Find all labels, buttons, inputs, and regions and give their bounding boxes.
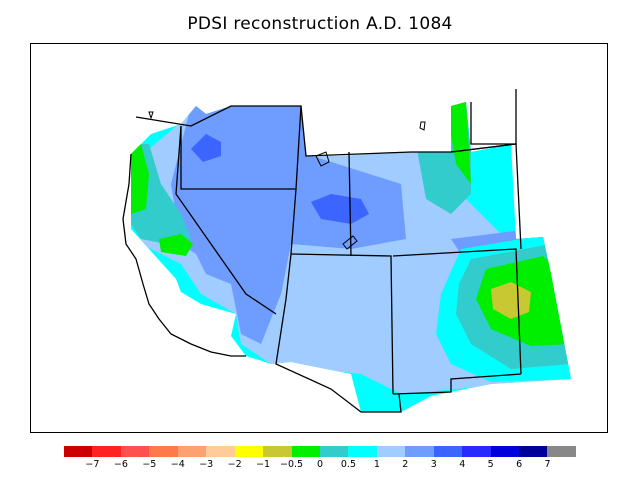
colorbar-swatch — [291, 446, 320, 457]
wyoming-box — [348, 151, 352, 257]
colorbar-swatch — [547, 446, 576, 457]
colorbar-tick-label: −5 — [142, 459, 157, 470]
field-cneg05-east — [491, 282, 531, 319]
colorbar-tick-label: −2 — [227, 459, 242, 470]
colorbar-tick-label: −6 — [113, 459, 128, 470]
colorbar-swatch — [92, 446, 121, 457]
colorbar-tick-label: −4 — [170, 459, 185, 470]
lake-north — [148, 111, 154, 120]
colorbar-swatch — [405, 446, 434, 457]
pdsi-map — [122, 89, 571, 413]
colorado-kansas-border — [392, 248, 522, 375]
lake-powell — [342, 235, 358, 250]
colorbar — [64, 446, 576, 457]
pacific-coastline — [122, 153, 246, 357]
colorbar-tick-label: −7 — [85, 459, 100, 470]
colorbar-swatch — [348, 446, 377, 457]
colorbar-tick-label: 6 — [516, 459, 523, 470]
arizona-nm-border — [275, 298, 402, 413]
colorbar-swatch — [263, 446, 292, 457]
colorbar-swatch — [206, 446, 235, 457]
colorbar-tick-label: 0.5 — [340, 459, 356, 470]
pdsi-contour-fill — [131, 102, 571, 412]
colorbar-tick-label: −0.5 — [280, 459, 304, 470]
field-c0-west — [131, 144, 149, 214]
colorbar-tick-label: 7 — [544, 459, 551, 470]
colorbar-swatch — [177, 446, 207, 457]
map-title: PDSI reconstruction A.D. 1084 — [187, 14, 453, 34]
colorbar-tick-label: 2 — [402, 459, 409, 470]
colorbar-swatch — [433, 446, 463, 457]
colorbar-tick-label: 3 — [430, 459, 437, 470]
colorbar-swatch — [490, 446, 519, 457]
colorbar-tick-label: −1 — [256, 459, 271, 470]
lake-ne — [419, 121, 426, 131]
colorbar-tick-label: −3 — [199, 459, 214, 470]
lakes — [148, 111, 426, 250]
great-salt-lake — [315, 151, 330, 167]
field-c4-center — [311, 194, 369, 224]
nm-texas-border — [392, 373, 522, 395]
field-c0-ne — [416, 102, 471, 184]
idaho-border — [180, 105, 302, 190]
canada-border — [135, 105, 517, 157]
colorbar-swatch — [376, 446, 406, 457]
field-c3 — [171, 106, 406, 344]
field-c4-north — [191, 134, 221, 162]
colorbar-swatch — [234, 446, 264, 457]
state-borders — [122, 89, 522, 413]
utah-colorado-border — [290, 253, 394, 395]
east-edge — [470, 89, 517, 145]
colorbar-swatch — [319, 446, 349, 457]
map-panel — [30, 43, 608, 433]
colorbar-tick-label: 0 — [316, 459, 324, 470]
colorbar-swatch — [519, 446, 548, 457]
colorbar-swatch — [149, 446, 178, 457]
colorbar-swatch — [120, 446, 150, 457]
colorbar-swatch — [462, 446, 491, 457]
field-c0-sw — [159, 234, 193, 256]
colorbar-tick-label: 5 — [487, 459, 494, 470]
colorbar-tick-labels: −7 −6 −5 −4 −3 −2 −1 −0.5 0 0.5 1 2 3 4 5 6 7 — [64, 459, 576, 473]
colorbar-tick-label: 4 — [459, 459, 466, 470]
colorbar-swatch — [64, 446, 93, 457]
california-nevada-border — [175, 125, 277, 315]
colorbar-tick-label: 1 — [373, 459, 380, 470]
